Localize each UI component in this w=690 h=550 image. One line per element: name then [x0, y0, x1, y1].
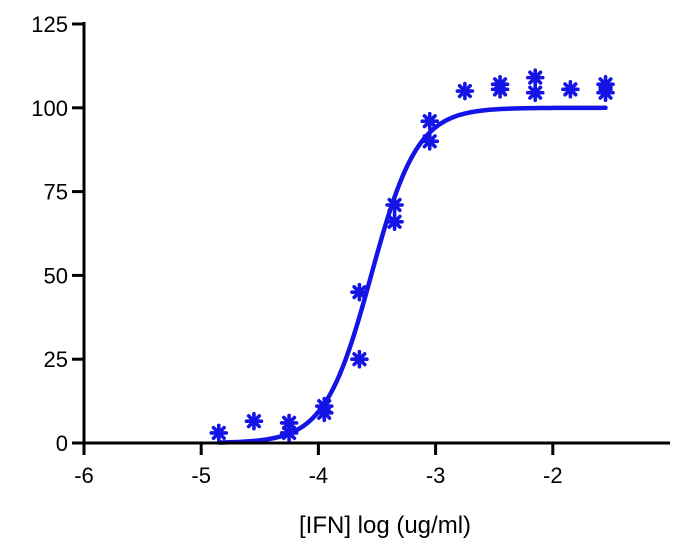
asterisk-stroke [246, 414, 262, 429]
data-point [561, 80, 580, 99]
x-tick-label: -5 [191, 463, 211, 488]
data-point [350, 349, 369, 369]
data-point [385, 212, 404, 232]
asterisk-stroke [317, 399, 332, 414]
y-tick-label: 100 [31, 96, 68, 121]
y-tick-label: 50 [44, 263, 68, 288]
fit-curve-line [216, 105, 608, 445]
asterisk-stroke [492, 82, 508, 97]
y-tick-label: 0 [56, 431, 68, 456]
asterisk-stroke [281, 425, 297, 441]
asterisk-stroke [211, 425, 226, 441]
y-tick-label: 75 [44, 180, 68, 205]
asterisk-stroke [281, 415, 297, 430]
asterisk-stroke [563, 82, 578, 97]
data-point [525, 68, 545, 87]
data-point [209, 423, 229, 443]
asterisk-stroke [457, 83, 473, 99]
y-tick-label: 25 [44, 347, 68, 372]
asterisk-stroke [598, 85, 613, 100]
data-point [385, 195, 404, 215]
data-point [525, 83, 545, 103]
asterisk-stroke [422, 114, 437, 129]
x-tick-label: -6 [74, 463, 94, 488]
x-tick-label: -3 [426, 463, 446, 488]
data-point [314, 396, 334, 416]
data-point [455, 81, 475, 101]
data-point [490, 80, 510, 99]
data-point [420, 132, 440, 151]
data-points-layer [209, 68, 615, 443]
x-tick-label: -4 [309, 463, 329, 488]
axes-layer: 0 25 50 75 100 125 -6 -5 -4 -3 -2 [31, 12, 670, 488]
asterisk-stroke [387, 214, 402, 229]
asterisk-stroke [387, 197, 402, 213]
fit-curve-layer [216, 105, 608, 445]
y-tick-label: 125 [31, 12, 68, 37]
data-point [279, 413, 299, 433]
x-tick-label: -2 [543, 463, 563, 488]
data-point [596, 83, 615, 103]
data-point [350, 282, 369, 302]
asterisk-stroke [528, 85, 543, 100]
data-point [244, 411, 264, 431]
asterisk-stroke [528, 70, 543, 85]
x-axis-title: [IFN] log (ug/ml) [299, 512, 471, 539]
asterisk-stroke [352, 285, 367, 300]
data-point [420, 111, 440, 131]
asterisk-stroke [422, 134, 437, 149]
asterisk-stroke [352, 352, 367, 367]
